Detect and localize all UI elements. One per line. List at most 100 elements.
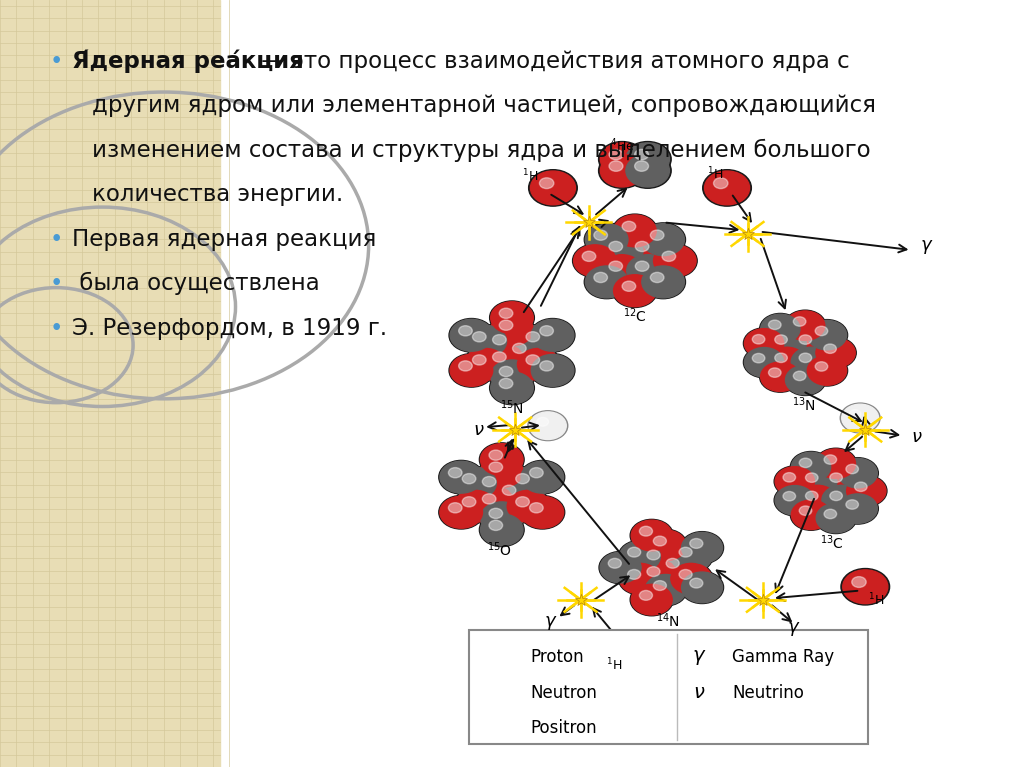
Circle shape <box>627 235 670 267</box>
Circle shape <box>767 347 806 377</box>
Circle shape <box>503 486 516 495</box>
Circle shape <box>480 514 523 546</box>
Circle shape <box>472 355 486 365</box>
Text: Proton: Proton <box>530 648 584 666</box>
Circle shape <box>797 485 838 515</box>
Circle shape <box>489 371 535 405</box>
Circle shape <box>645 530 686 561</box>
Text: была осуществлена: была осуществлена <box>72 272 319 295</box>
Circle shape <box>594 230 607 240</box>
Circle shape <box>635 242 649 252</box>
Circle shape <box>531 319 573 351</box>
Circle shape <box>530 354 574 387</box>
Circle shape <box>600 552 641 583</box>
Text: $^1$H: $^1$H <box>606 657 623 673</box>
Circle shape <box>500 308 513 318</box>
Circle shape <box>609 242 623 252</box>
Circle shape <box>500 367 513 377</box>
Circle shape <box>451 319 493 351</box>
Circle shape <box>462 497 476 507</box>
Circle shape <box>493 478 538 512</box>
Circle shape <box>612 274 657 308</box>
Circle shape <box>761 314 800 344</box>
Circle shape <box>623 222 636 232</box>
Circle shape <box>479 443 524 476</box>
Text: — это процесс взаимодействия атомного ядра с: — это процесс взаимодействия атомного яд… <box>254 50 850 73</box>
Circle shape <box>613 215 656 247</box>
Circle shape <box>489 462 503 472</box>
Circle shape <box>671 563 712 594</box>
Circle shape <box>572 244 617 278</box>
Circle shape <box>829 491 843 501</box>
Circle shape <box>806 355 848 386</box>
Text: •: • <box>49 228 62 251</box>
Circle shape <box>791 347 831 377</box>
Circle shape <box>679 548 692 557</box>
Circle shape <box>480 502 523 534</box>
Circle shape <box>681 571 724 604</box>
Circle shape <box>453 489 498 523</box>
Circle shape <box>849 410 861 419</box>
Circle shape <box>816 449 855 479</box>
Circle shape <box>639 561 680 591</box>
Circle shape <box>806 320 848 351</box>
Circle shape <box>799 335 812 344</box>
Text: $^1$H: $^1$H <box>522 168 539 185</box>
Text: •: • <box>49 317 62 340</box>
Point <box>572 594 589 606</box>
Circle shape <box>620 542 660 572</box>
Circle shape <box>530 171 575 205</box>
Circle shape <box>829 473 843 482</box>
Circle shape <box>743 328 784 359</box>
Circle shape <box>642 224 684 255</box>
Point <box>507 423 523 436</box>
Circle shape <box>489 721 501 729</box>
Circle shape <box>483 344 527 378</box>
Circle shape <box>600 635 649 672</box>
Circle shape <box>504 337 547 369</box>
Circle shape <box>506 466 551 500</box>
Circle shape <box>599 234 644 268</box>
Circle shape <box>516 347 561 381</box>
Circle shape <box>626 143 670 176</box>
Circle shape <box>627 255 670 287</box>
Circle shape <box>520 495 564 529</box>
Circle shape <box>753 354 765 363</box>
Circle shape <box>652 244 697 278</box>
Circle shape <box>537 417 549 426</box>
Circle shape <box>657 551 700 584</box>
Circle shape <box>440 461 482 493</box>
Point <box>581 216 597 229</box>
Circle shape <box>506 489 551 523</box>
Circle shape <box>449 502 462 513</box>
Circle shape <box>838 459 878 488</box>
Circle shape <box>767 329 806 358</box>
Circle shape <box>666 558 679 568</box>
Circle shape <box>641 265 685 298</box>
Circle shape <box>573 245 616 277</box>
Circle shape <box>821 466 862 497</box>
Circle shape <box>516 324 561 358</box>
Circle shape <box>815 448 856 479</box>
Circle shape <box>783 492 796 501</box>
Circle shape <box>799 506 812 515</box>
Circle shape <box>679 569 692 579</box>
Circle shape <box>791 328 831 359</box>
Text: Positron: Positron <box>530 719 597 737</box>
Circle shape <box>792 500 830 529</box>
Circle shape <box>837 458 879 489</box>
Circle shape <box>483 680 516 705</box>
Circle shape <box>650 272 664 282</box>
Circle shape <box>490 372 534 404</box>
Circle shape <box>482 494 496 504</box>
Circle shape <box>530 318 574 352</box>
Circle shape <box>599 153 645 188</box>
Text: $^1$H: $^1$H <box>707 166 723 183</box>
Circle shape <box>753 334 765 344</box>
Circle shape <box>618 540 662 572</box>
Text: Первая ядерная реакция: Первая ядерная реакция <box>72 228 376 251</box>
Circle shape <box>453 466 498 500</box>
Text: Я́дерная реа́кция: Я́дерная реа́кция <box>72 50 303 73</box>
Circle shape <box>798 467 837 496</box>
Circle shape <box>642 266 684 298</box>
